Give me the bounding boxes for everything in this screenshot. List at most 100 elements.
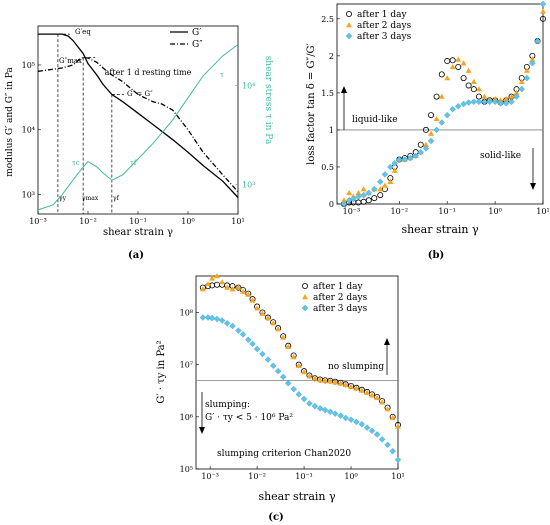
panel-b-arrow-down-head — [530, 183, 536, 190]
data-point-triangle — [275, 326, 282, 332]
panel-a: 10⁻³ 10⁻² 10⁻¹ 10⁰ 10¹ 10³ 10⁴ 10⁵ 10³ 10⁴ shea… — [5, 25, 273, 261]
data-point-triangle — [199, 286, 206, 292]
data-point-diamond — [387, 163, 394, 171]
data-point-diamond — [259, 350, 266, 358]
data-point-triangle — [395, 423, 401, 429]
annotation-cross: G′ = G″ — [127, 90, 153, 98]
data-point-triangle — [360, 186, 367, 192]
panel-c-plot-area — [196, 273, 402, 464]
panel-a-ylabel-right: shear stress τ in Pa — [263, 56, 273, 145]
series-gdoubleprime-line — [37, 56, 239, 193]
panel-a-ytick-label: 10³ — [22, 191, 35, 200]
panel-a-xtick-label: 10⁻³ — [29, 217, 47, 226]
panel-a-plot-area — [37, 33, 239, 214]
data-point-triangle — [369, 392, 376, 398]
data-point-diamond — [518, 85, 525, 93]
panel-b-ylabel: loss factor tan δ = G″/G′ — [306, 42, 317, 164]
data-point-diamond — [497, 100, 504, 107]
legend-marker — [301, 282, 308, 289]
panel-a-x-ticks: 10⁻³ 10⁻² 10⁻¹ 10⁰ 10¹ — [29, 211, 245, 226]
data-point-triangle — [379, 399, 386, 405]
data-point-circle — [438, 71, 445, 78]
data-point-diamond — [534, 37, 541, 45]
data-point-triangle — [322, 377, 329, 384]
panel-c-ytick-label: 10⁶ — [180, 413, 193, 422]
panel-b-y-ticks: 0 0.5 1 1.5 2 2.5 — [321, 15, 340, 209]
panel-b-ytick-label: 0 — [329, 200, 334, 209]
data-point-circle — [365, 197, 372, 204]
panel-c-ytick-label: 10⁸ — [180, 308, 193, 317]
data-point-diamond — [422, 145, 430, 152]
data-point-diamond — [311, 402, 319, 410]
data-point-circle — [214, 281, 221, 288]
annotation-gamma-y: γy — [59, 195, 67, 202]
data-point-triangle — [306, 373, 313, 379]
panel-b-xtick-label: 10¹ — [536, 207, 549, 216]
legend-marker — [345, 10, 352, 17]
data-point-circle — [428, 112, 435, 119]
legend-label: after 3 days — [313, 304, 368, 314]
data-point-triangle — [523, 67, 530, 73]
panel-a-xtick-label: 10¹ — [231, 217, 244, 226]
panel-b-region-lower: solid-like — [480, 151, 521, 161]
data-point-diamond — [223, 320, 231, 327]
data-point-diamond — [213, 315, 221, 323]
data-point-triangle — [389, 414, 396, 421]
legend-marker — [302, 294, 308, 300]
data-point-diamond — [539, 0, 547, 8]
data-point-diamond — [396, 156, 403, 163]
data-point-diamond — [253, 345, 261, 353]
data-point-diamond — [449, 105, 456, 113]
data-point-circle — [449, 57, 456, 64]
data-point-diamond — [481, 98, 488, 105]
data-point-diamond — [204, 314, 212, 321]
data-point-diamond — [455, 103, 462, 110]
data-point-circle — [417, 141, 424, 148]
data-point-diamond — [229, 322, 236, 330]
data-point-triangle — [295, 362, 302, 369]
data-point-triangle — [311, 375, 318, 381]
data-point-diamond — [363, 424, 371, 431]
legend-marker — [346, 22, 352, 28]
data-point-diamond — [316, 405, 324, 412]
data-point-triangle — [433, 115, 440, 122]
data-point-circle — [433, 93, 440, 100]
annotation-gamma-f: γf — [113, 195, 120, 202]
data-point-diamond — [394, 456, 402, 464]
panel-c-arrow-up-head — [384, 338, 390, 345]
panel-c-xtick-label: 10⁻³ — [201, 472, 219, 481]
data-point-triangle — [381, 182, 388, 188]
annotation-g-eq: G′eq — [75, 28, 91, 36]
data-point-triangle — [229, 286, 236, 292]
data-point-triangle — [422, 141, 429, 147]
panel-a-xlabel: shear strain γ — [103, 227, 173, 238]
data-point-diamond — [295, 391, 302, 398]
data-point-diamond — [249, 340, 256, 348]
data-point-diamond — [371, 185, 378, 193]
panel-a-annotation-title: after 1 d resting time — [105, 68, 192, 77]
data-point-diamond — [417, 148, 424, 156]
data-point-diamond — [350, 195, 357, 203]
panel-a-xtick-label: 10⁰ — [181, 217, 194, 226]
data-point-triangle — [280, 334, 287, 340]
data-point-diamond — [347, 416, 355, 423]
data-point-diamond — [199, 314, 207, 321]
data-point-diamond — [391, 160, 398, 167]
data-point-diamond — [269, 362, 277, 370]
data-point-triangle — [503, 95, 510, 102]
data-point-diamond — [438, 119, 445, 126]
data-point-diamond — [280, 373, 287, 381]
data-point-triangle — [529, 56, 536, 62]
data-point-triangle — [285, 343, 292, 349]
data-point-triangle — [327, 378, 334, 384]
data-point-diamond — [433, 126, 440, 134]
data-point-diamond — [218, 317, 226, 324]
data-point-diamond — [245, 336, 252, 343]
annotation-tau: τ — [220, 71, 224, 79]
data-point-triangle — [492, 95, 499, 102]
legend-gdoubleprime-label: G″ — [192, 40, 203, 50]
annotation-tau-c: τc — [72, 159, 80, 167]
panel-c-arrow-down-head — [199, 427, 205, 434]
